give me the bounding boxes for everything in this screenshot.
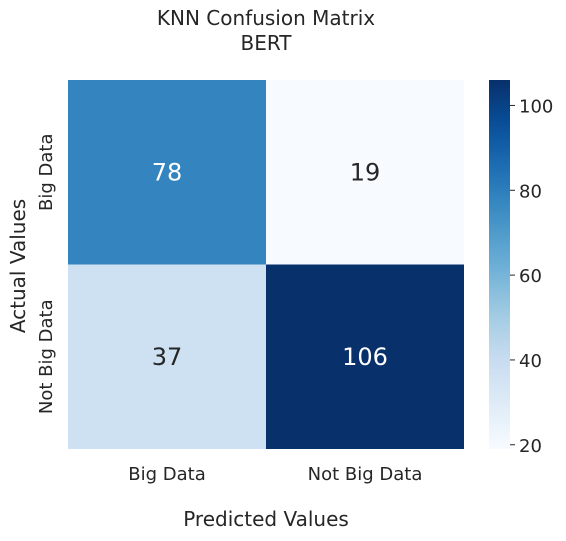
colorbar-ticks: 20 40 60 80 100 [510,96,553,457]
x-tick-labels: Big Data Not Big Data [128,464,422,485]
chart-title-line-2: BERT [240,31,292,55]
cell-value-r1-c1: 106 [342,343,388,371]
heatmap-cell-r0-c0 [68,80,266,265]
colorbar-tick-label-3: 80 [519,181,542,202]
colorbar-tick-label-0: 20 [519,436,542,457]
cell-value-r0-c1: 19 [350,158,381,186]
cell-value-r0-c0: 78 [152,158,183,186]
y-tick-label-0: Big Data [36,134,57,211]
x-axis-label: Predicted Values [183,507,349,531]
heatmap-cell-r1-c0 [68,264,266,449]
colorbar-tick-label-1: 40 [519,351,542,372]
heatmap-cells: 78 19 37 106 [68,80,464,449]
heatmap-cell-r1-c1 [266,264,464,449]
heatmap-cell-r0-c1 [266,80,464,265]
colorbar-tick-label-2: 60 [519,266,542,287]
y-tick-label-1: Not Big Data [36,299,57,414]
x-tick-label-1: Not Big Data [308,464,423,485]
colorbar-tick-label-4: 100 [519,96,553,117]
y-axis-label: Actual Values [6,199,30,333]
colorbar [489,80,510,449]
cell-value-r1-c0: 37 [152,343,183,371]
y-tick-labels: Big Data Not Big Data [36,134,57,415]
x-tick-label-0: Big Data [128,464,205,485]
chart-title-line-1: KNN Confusion Matrix [157,6,375,30]
